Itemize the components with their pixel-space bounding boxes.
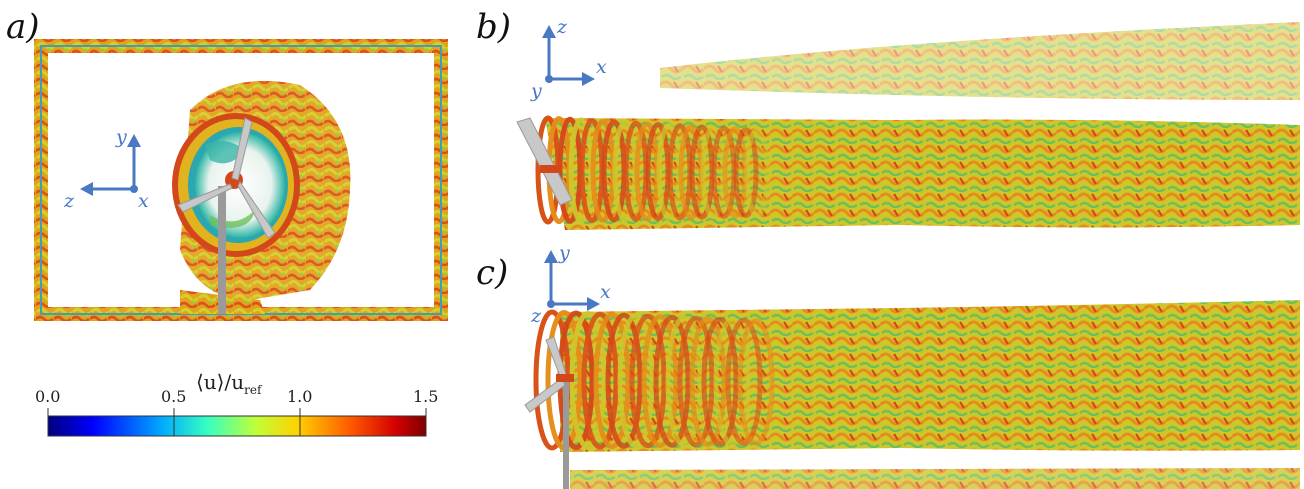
colorbar-tick-label: 1.5 bbox=[413, 387, 439, 406]
colorbar-bar bbox=[47, 415, 427, 437]
panel-a-label: a) bbox=[6, 7, 40, 47]
panel-c-axis-up-label: y bbox=[559, 242, 570, 264]
colorbar-title-sub: ref bbox=[244, 383, 262, 397]
panel-c-axis-origin-label: z bbox=[531, 305, 542, 327]
vortex-ring bbox=[629, 313, 667, 449]
panel-b-axis-origin-label: y bbox=[531, 80, 542, 102]
panel-c-axis-right-label: x bbox=[600, 281, 611, 303]
vortex-ring bbox=[653, 314, 691, 448]
panel-a-axis-up-label: y bbox=[116, 126, 127, 148]
vortex-ring bbox=[581, 311, 619, 450]
vortex-ring bbox=[725, 317, 763, 447]
panel-b-axis-up-label: z bbox=[557, 16, 568, 38]
panel-b-turbine bbox=[516, 117, 573, 206]
vortex-ring bbox=[733, 127, 759, 219]
colorbar-tick-label: 0.0 bbox=[35, 387, 61, 406]
panel-b-axes-triad bbox=[542, 25, 595, 86]
vortex-ring bbox=[641, 314, 679, 448]
panel-a-axis-left-label: z bbox=[64, 190, 75, 212]
vortex-ring bbox=[665, 315, 703, 448]
panel-c-axes-triad bbox=[544, 250, 600, 311]
vortex-ring bbox=[737, 318, 775, 446]
colorbar-title-main: ⟨u⟩/u bbox=[196, 370, 245, 394]
panel-a-axes-triad bbox=[80, 134, 141, 196]
panel-b-upper-wake bbox=[660, 22, 1300, 100]
colorbar-tick-label: 0.5 bbox=[161, 387, 187, 406]
panel-b-axis-right-label: x bbox=[596, 56, 607, 78]
panel-b-helical-vortices bbox=[535, 115, 770, 225]
colorbar-ticks bbox=[47, 408, 427, 436]
panel-a-turbine bbox=[177, 117, 276, 314]
panel-c-label: c) bbox=[476, 253, 509, 293]
colorbar-tick-label: 1.0 bbox=[287, 387, 313, 406]
vortex-ring bbox=[605, 312, 643, 449]
vortex-ring bbox=[689, 316, 727, 447]
colorbar-title: ⟨u⟩/uref bbox=[196, 372, 261, 396]
panel-b-label: b) bbox=[476, 7, 512, 47]
vortex-ring bbox=[744, 127, 770, 218]
colorbar bbox=[47, 408, 427, 437]
panel-c-turbine bbox=[524, 336, 574, 489]
vortex-ring bbox=[593, 312, 631, 450]
vortex-ring bbox=[701, 316, 739, 447]
vortex-ring bbox=[617, 313, 655, 449]
vortex-ring bbox=[713, 317, 751, 447]
vortex-ring bbox=[677, 315, 715, 448]
panel-a-axis-origin-label: x bbox=[138, 190, 149, 212]
